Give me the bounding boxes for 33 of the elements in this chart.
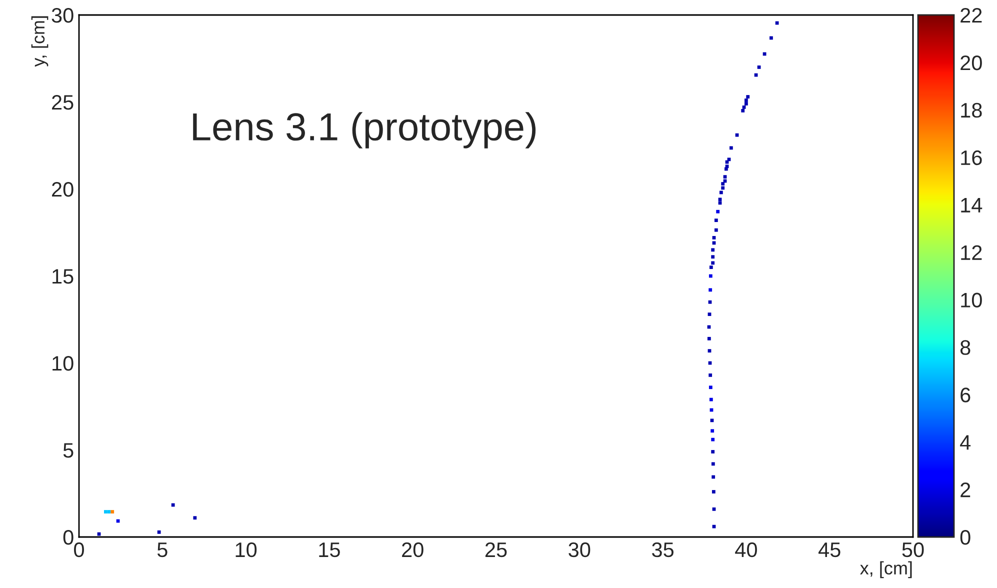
y-tick-label: 20 [52,182,74,197]
color-bar-label: 20 [960,55,982,70]
x-tick-label: 40 [735,542,757,558]
y-tick-label: 30 [52,8,74,23]
color-bar-label: 2 [960,482,970,498]
y-tick-label: 10 [52,356,74,371]
color-bar-label: 4 [960,435,971,450]
x-tick-label: 30 [568,542,590,558]
color-bar-label: 6 [960,388,970,402]
x-axis-title: x, [cm] [860,561,912,578]
x-tick-label: 0 [74,542,84,558]
annotation: Lens 3.1 (prototype) [193,112,536,148]
x-tick-label: 50 [902,542,924,558]
x-tick-label: 20 [402,542,424,558]
x-tick-label: 35 [652,542,674,558]
x-tick-label: 15 [319,542,340,558]
y-axis-title: y, [cm] [31,16,48,67]
color-bar-label: 10 [961,292,982,308]
color-bar-label: 22 [960,8,982,23]
x-tick-label: 5 [157,542,168,558]
x-tick-label: 25 [485,542,507,558]
x-tick-label: 45 [818,542,840,558]
color-bar-label: 18 [961,102,982,118]
color-bar-label: 12 [961,245,982,260]
color-bar-label: 0 [960,530,970,545]
y-tick-label: 0 [63,530,74,545]
x-tick-label: 10 [236,542,257,558]
color-bar-label: 14 [961,198,982,212]
y-tick-label: 5 [63,443,74,458]
y-tick-label: 15 [52,269,74,284]
color-bar-label: 8 [960,340,970,355]
y-tick-label: 25 [52,95,74,110]
color-bar-label: 16 [961,150,982,166]
